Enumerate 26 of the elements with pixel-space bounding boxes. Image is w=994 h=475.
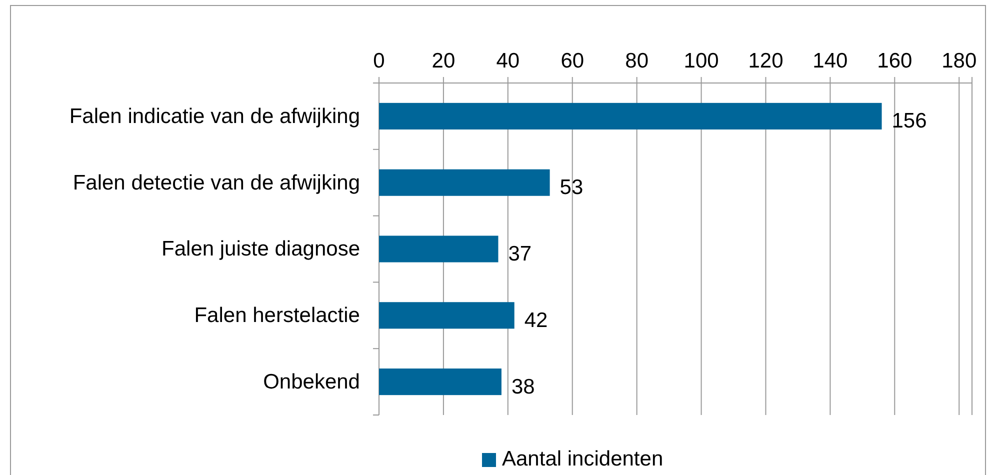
bar [379, 302, 514, 329]
x-tick-label: 100 [684, 50, 719, 73]
data-label: 42 [524, 308, 548, 332]
x-tick-label: 80 [625, 50, 649, 73]
data-label: 38 [511, 375, 535, 398]
x-tick-label: 140 [812, 50, 848, 73]
y-tick-label: Falen juiste diagnose [162, 238, 360, 261]
x-tick-label: 160 [877, 50, 912, 73]
bar [379, 102, 882, 130]
x-tick-label: 40 [496, 50, 520, 73]
x-tick-label: 120 [748, 50, 784, 73]
data-label: 37 [508, 242, 532, 266]
y-tick-label: Falen indicatie van de afwijking [69, 104, 360, 128]
bar [379, 368, 502, 396]
y-tick-label: Falen detectie van de afwijking [72, 171, 360, 194]
bar [379, 169, 550, 196]
bar [379, 236, 498, 262]
data-label: 156 [892, 110, 927, 133]
data-label: 53 [560, 176, 584, 200]
x-tick-label: 20 [432, 50, 456, 73]
y-tick-label: Onbekend [263, 370, 360, 394]
y-tick-label: Falen herstelactie [194, 304, 360, 328]
x-tick-label: 0 [373, 50, 385, 73]
x-tick-label: 180 [942, 50, 977, 73]
x-tick-label: 60 [560, 50, 584, 73]
legend-label: Aantal incidenten [502, 448, 664, 471]
